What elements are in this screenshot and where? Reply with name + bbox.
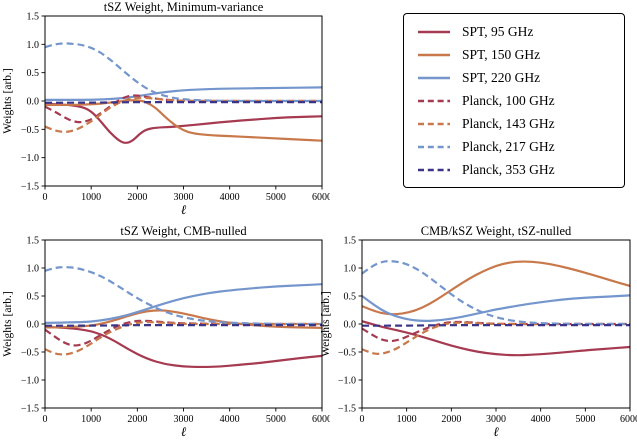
y-tick-label: −0.5 (21, 125, 39, 136)
y-tick-label: 0.0 (344, 320, 357, 331)
x-tick-label: 1000 (81, 414, 101, 425)
x-tick-label: 5000 (266, 414, 286, 425)
legend-item-planck-217-ghz: Planck, 217 GHz (416, 136, 614, 157)
series-line-planck-353-ghz (45, 100, 322, 104)
series-line-planck-217-ghz (45, 42, 322, 103)
x-tick-label: 2000 (441, 414, 461, 425)
x-tick-label: 5000 (266, 192, 286, 203)
chart-canvas: 0 1000 2000 3000 4000 5000 6000 −1.5 −1.0 −0.5 0.0… (2, 0, 332, 217)
x-axis-label: ℓ (181, 424, 187, 439)
series-line-spt-220-ghz (45, 86, 322, 101)
x-tick-label: 3000 (486, 414, 506, 425)
chart-title: tSZ Weight, CMB-nulled (120, 224, 247, 238)
legend-label: Planck, 143 GHz (462, 116, 555, 131)
series-line-planck-217-ghz (362, 260, 630, 326)
y-tick-label: −1.0 (21, 153, 39, 164)
legend-line-sample (418, 168, 450, 171)
y-axis-label: Weights [arb.] (2, 68, 14, 134)
chart-title: tSZ Weight, Minimum-variance (104, 0, 264, 14)
x-tick-label: 0 (43, 414, 48, 425)
x-tick-label: 5000 (575, 414, 595, 425)
chart-tsz-weight-minimum-variance: 0 1000 2000 3000 4000 5000 6000 −1.5 −1.0 −0.5 0.0… (0, 0, 332, 227)
x-tick-label: 0 (43, 192, 48, 203)
x-tick-label: 4000 (220, 192, 240, 203)
y-tick-label: 0.5 (344, 292, 357, 303)
x-tick-label: 6000 (312, 192, 330, 203)
series-line-planck-217-ghz (45, 266, 322, 326)
legend-label: Planck, 217 GHz (462, 139, 555, 154)
legend-line-sample (418, 99, 450, 102)
x-tick-label: 4000 (531, 414, 551, 425)
series-line-spt-95-ghz (45, 325, 322, 369)
series-line-spt-150-ghz (362, 260, 630, 316)
chart-title: CMB/kSZ Weight, tSZ-nulled (421, 224, 572, 238)
legend-line-sample (418, 30, 450, 33)
y-tick-label: 1.0 (27, 40, 40, 51)
y-tick-label: 1.5 (27, 12, 40, 23)
legend-label: SPT, 220 GHz (462, 70, 541, 85)
legend-item-planck-143-ghz: Planck, 143 GHz (416, 113, 614, 134)
series-line-spt-220-ghz (45, 283, 322, 324)
y-tick-label: 1.0 (344, 264, 357, 275)
plot-area (45, 266, 322, 369)
legend-line-sample (418, 76, 450, 79)
legend-label: SPT, 95 GHz (462, 24, 534, 39)
legend-label: SPT, 150 GHz (462, 47, 541, 62)
plot-area (362, 260, 630, 357)
x-tick-label: 1000 (81, 192, 101, 203)
legend-item-spt-220-ghz: SPT, 220 GHz (416, 67, 614, 88)
chart-canvas: 0 1000 2000 3000 4000 5000 6000 −1.5 −1.0 −0.5 0.0… (2, 224, 332, 439)
y-tick-label: 1.5 (27, 236, 40, 247)
y-tick-label: 0.0 (27, 97, 40, 108)
x-tick-label: 1000 (397, 414, 417, 425)
y-tick-label: −0.5 (338, 348, 356, 359)
x-tick-label: 3000 (174, 192, 194, 203)
legend-line-sample (418, 122, 450, 125)
legend: SPT, 95 GHz SPT, 150 GHz SPT, 220 GHz Planc… (403, 13, 625, 188)
chart-cmb-ksz-weight-tsz-nulled: 0 1000 2000 3000 4000 5000 6000 −1.5 −1.0 −0.5 0.0… (318, 222, 637, 442)
series-line-spt-220-ghz (362, 294, 630, 322)
y-axis-label: Weights [arb.] (2, 291, 14, 357)
plot-area (45, 42, 322, 144)
y-tick-label: 0.0 (27, 320, 40, 331)
y-tick-label: 0.5 (27, 292, 40, 303)
x-axis-label: ℓ (181, 202, 187, 217)
legend-item-planck-353-ghz: Planck, 353 GHz (416, 159, 614, 180)
series-line-planck-353-ghz (45, 324, 322, 327)
chart-canvas: 0 1000 2000 3000 4000 5000 6000 −1.5 −1.0 −0.5 0.0… (320, 224, 637, 439)
x-tick-label: 2000 (127, 414, 147, 425)
x-tick-label: 6000 (620, 414, 637, 425)
x-tick-label: 3000 (174, 414, 194, 425)
legend-line-sample (418, 53, 450, 56)
y-tick-label: 0.5 (27, 68, 40, 79)
legend-item-planck-100-ghz: Planck, 100 GHz (416, 90, 614, 111)
chart-tsz-weight-cmb-nulled: 0 1000 2000 3000 4000 5000 6000 −1.5 −1.0 −0.5 0.0… (0, 222, 332, 442)
legend-label: Planck, 353 GHz (462, 162, 555, 177)
series-line-planck-353-ghz (362, 324, 630, 327)
legend-item-spt-150-ghz: SPT, 150 GHz (416, 44, 614, 65)
y-tick-label: −0.5 (21, 348, 39, 359)
legend-label: Planck, 100 GHz (462, 93, 555, 108)
y-tick-label: 1.0 (27, 264, 40, 275)
y-tick-label: −1.5 (21, 182, 39, 193)
y-tick-label: −1.5 (338, 404, 356, 415)
y-tick-label: 1.5 (344, 236, 357, 247)
x-tick-label: 6000 (312, 414, 330, 425)
x-tick-label: 4000 (220, 414, 240, 425)
x-tick-label: 0 (360, 414, 365, 425)
legend-item-spt-95-ghz: SPT, 95 GHz (416, 21, 614, 42)
series-line-planck-143-ghz (362, 321, 630, 355)
series-line-planck-100-ghz (45, 319, 322, 347)
x-tick-label: 2000 (127, 192, 147, 203)
y-axis-label: Weights [arb.] (320, 291, 332, 357)
x-axis-label: ℓ (493, 424, 499, 439)
legend-line-sample (418, 145, 450, 148)
series-line-spt-95-ghz (362, 320, 630, 357)
y-tick-label: −1.0 (21, 376, 39, 387)
series-line-planck-143-ghz (45, 321, 322, 356)
series-line-planck-143-ghz (45, 96, 322, 133)
y-tick-label: −1.0 (338, 376, 356, 387)
y-tick-label: −1.5 (21, 404, 39, 415)
